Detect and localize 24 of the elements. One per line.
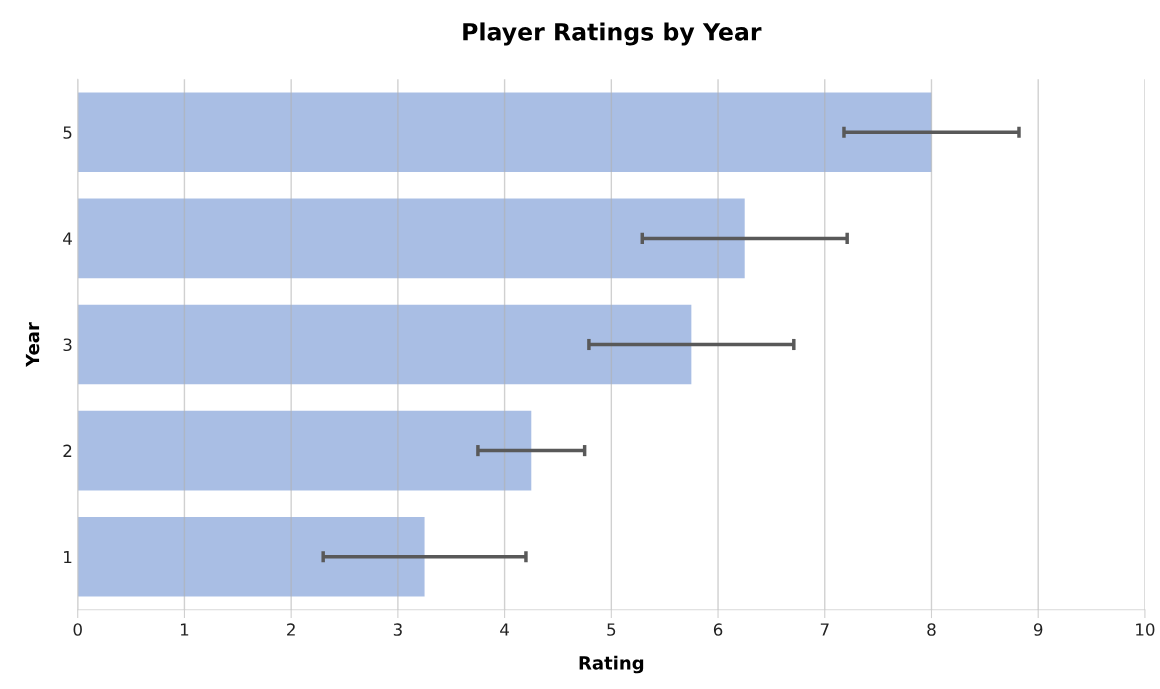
- x-axis-title: Rating: [579, 655, 644, 674]
- x-tick-label: 0: [73, 623, 82, 636]
- x-tick-label: 9: [1033, 623, 1043, 636]
- bar: [77, 198, 745, 279]
- y-tick-label: 2: [63, 444, 72, 457]
- x-tick-label: 10: [1136, 623, 1155, 636]
- bar: [77, 516, 425, 597]
- x-tick-label: 8: [927, 623, 936, 636]
- x-tick-label: 4: [500, 623, 509, 636]
- bar: [77, 410, 532, 491]
- y-axis-title: Year: [25, 322, 40, 368]
- y-tick-label: 3: [63, 338, 72, 352]
- bar: [77, 92, 932, 173]
- chart-title: Player Ratings by Year: [463, 22, 762, 46]
- y-tick-label: 5: [63, 126, 72, 139]
- y-tick-label: 1: [64, 550, 72, 564]
- y-tick-label: 4: [63, 232, 72, 245]
- x-tick-label: 2: [287, 623, 295, 636]
- x-tick-label: 1: [180, 623, 189, 636]
- x-tick-label: 6: [713, 623, 723, 636]
- bar: [77, 304, 692, 385]
- x-tick-label: 5: [607, 623, 616, 636]
- x-tick-label: 3: [393, 623, 402, 636]
- x-tick-label: 7: [820, 623, 829, 636]
